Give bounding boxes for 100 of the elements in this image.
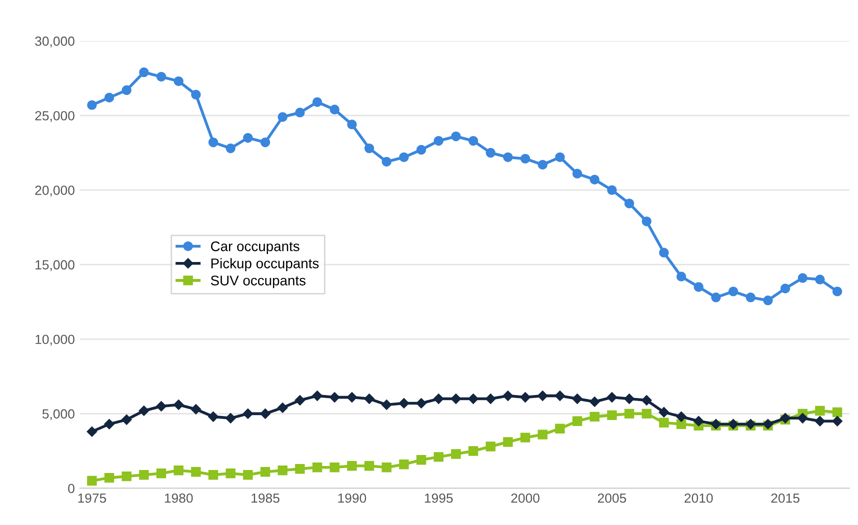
y-tick-label: 15,000 [36, 260, 74, 272]
point [538, 430, 548, 440]
point [606, 392, 618, 402]
point [728, 286, 738, 296]
point [364, 461, 374, 471]
legend-label: Pickup occupants [211, 258, 319, 272]
point [798, 273, 808, 283]
point [208, 470, 218, 480]
point [832, 416, 842, 426]
point [278, 465, 288, 476]
point [746, 292, 756, 302]
point [364, 143, 374, 154]
point [260, 408, 270, 419]
point [538, 160, 548, 170]
point [156, 72, 166, 82]
point [156, 468, 166, 478]
point [815, 274, 825, 284]
point [104, 419, 114, 430]
point [295, 108, 305, 118]
point [450, 394, 462, 404]
point [174, 76, 184, 86]
point [537, 390, 548, 401]
point [174, 465, 184, 476]
point [624, 394, 634, 404]
legend-label: Car occupants [210, 241, 300, 254]
point [433, 394, 444, 404]
x-tick-label: 1990 [338, 493, 366, 503]
point [798, 413, 808, 424]
point [503, 152, 513, 162]
y-tick-label: 0 [68, 484, 74, 494]
point [694, 282, 704, 292]
point [659, 248, 669, 258]
point [711, 292, 721, 302]
point [277, 402, 288, 413]
point [451, 449, 461, 459]
point [347, 461, 357, 471]
point [520, 154, 530, 164]
point [434, 136, 444, 146]
point [676, 419, 686, 429]
point [242, 408, 254, 419]
point [364, 394, 374, 404]
point [832, 407, 842, 418]
point [278, 112, 288, 122]
point [676, 272, 686, 282]
point [589, 396, 600, 407]
point [225, 413, 236, 424]
point [104, 92, 114, 102]
point [104, 472, 114, 483]
point [226, 468, 236, 478]
point [572, 394, 582, 404]
point [416, 144, 426, 155]
point [191, 90, 201, 100]
point [208, 412, 218, 422]
point [555, 152, 565, 162]
point [642, 395, 652, 406]
point [590, 412, 600, 422]
point [780, 284, 790, 294]
point [554, 390, 566, 401]
point [590, 174, 600, 184]
point [485, 394, 496, 404]
point [642, 408, 652, 419]
point [382, 156, 392, 167]
x-tick-label: 2010 [684, 493, 713, 503]
point [87, 476, 97, 486]
point [346, 392, 358, 402]
point [138, 406, 150, 416]
point [763, 296, 773, 306]
point [399, 460, 409, 470]
point [381, 400, 392, 410]
point [503, 437, 513, 447]
point [243, 470, 253, 480]
point [520, 392, 530, 402]
point [607, 185, 617, 195]
x-tick-label: 2000 [511, 493, 540, 503]
x-tick-label: 1980 [164, 493, 193, 503]
point [815, 406, 825, 416]
point [260, 137, 270, 148]
x-tick-label: 1985 [252, 493, 280, 503]
point [173, 400, 184, 410]
point [572, 168, 582, 179]
point [190, 404, 202, 414]
point [122, 471, 132, 482]
point [330, 104, 340, 114]
y-tick-label: 30,000 [35, 36, 74, 48]
point [814, 416, 826, 426]
point [191, 466, 201, 477]
point [832, 286, 842, 296]
point [416, 455, 426, 465]
y-tick-label: 20,000 [35, 186, 74, 197]
point [329, 392, 340, 402]
point [122, 85, 132, 96]
y-tick-label: 25,000 [35, 111, 74, 122]
point [659, 418, 669, 428]
point [486, 148, 496, 158]
point [399, 152, 409, 162]
point [468, 394, 478, 404]
point [156, 401, 166, 412]
point [658, 407, 670, 418]
point [486, 442, 496, 452]
x-tick-label: 2015 [771, 493, 800, 503]
